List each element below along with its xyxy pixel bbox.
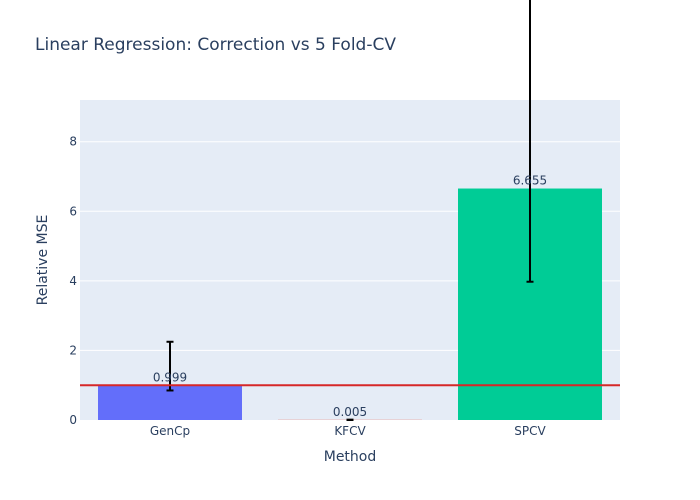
x-tick-label: KFCV	[334, 424, 366, 438]
y-axis-ticks: 0 2 4 6 8	[69, 135, 77, 427]
x-axis-title: Method	[324, 449, 377, 465]
y-tick-label: 6	[69, 204, 77, 218]
error-bars	[166, 0, 534, 421]
x-axis-ticks: GenCp KFCV SPCV	[150, 424, 547, 438]
data-label-spcv: 6.655	[513, 174, 547, 188]
y-tick-label: 0	[69, 413, 77, 427]
chart-title: Linear Regression: Correction vs 5 Fold-…	[35, 35, 396, 55]
error-bar-gencp	[166, 340, 174, 392]
y-tick-label: 4	[69, 274, 77, 288]
x-tick-label: GenCp	[150, 424, 190, 438]
y-tick-label: 2	[69, 343, 77, 357]
y-tick-label: 8	[69, 135, 77, 149]
error-bar-spcv	[526, 0, 534, 283]
data-label-gencp: 0.999	[153, 370, 187, 384]
data-labels: 0.999 0.005 6.655	[153, 174, 547, 419]
data-label-kfcv: 0.005	[333, 405, 367, 419]
x-tick-label: SPCV	[514, 424, 546, 438]
y-axis-title: Relative MSE	[35, 215, 51, 306]
